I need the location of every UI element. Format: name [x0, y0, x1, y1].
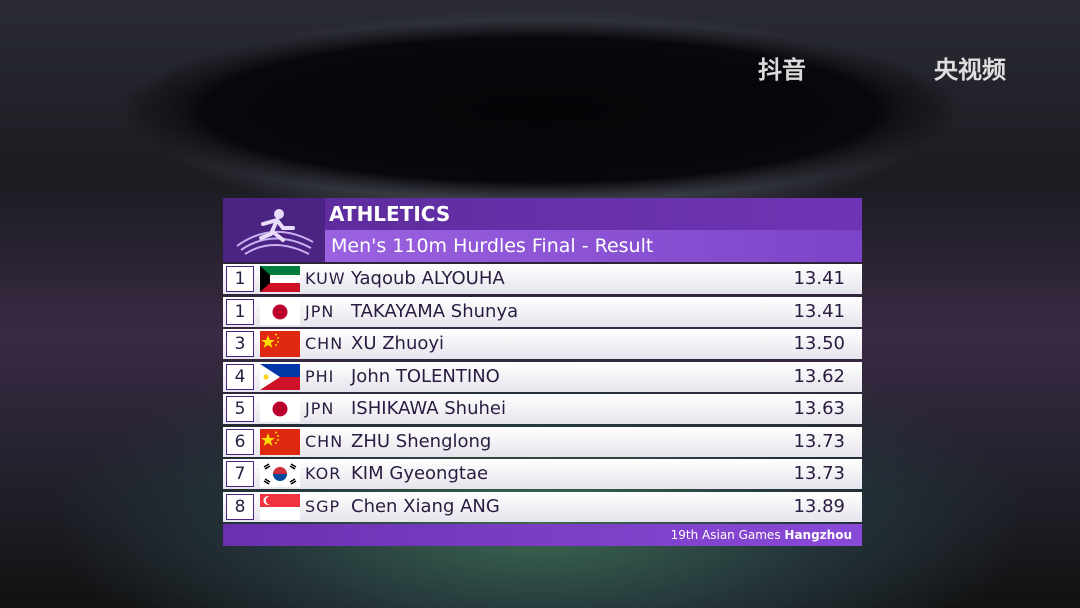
result-row: 6 CHN ZHU Shenglong 13.73: [223, 426, 862, 457]
result-row: 3 CHN XU Zhuoyi 13.50: [223, 329, 862, 359]
athlete-name: ZHU Shenglong: [351, 430, 492, 452]
country-code: PHI: [305, 366, 335, 386]
rank: 5: [226, 396, 254, 422]
result-time: 13.50: [793, 333, 845, 354]
athlete-name: Chen Xiang ANG: [351, 495, 500, 517]
result-row: 7 KOR KIM Gyeongtae 13.73: [223, 459, 862, 489]
result-time: 13.41: [793, 300, 845, 322]
athlete-name: XU Zhuoyi: [351, 333, 445, 354]
rank: 6: [226, 428, 254, 455]
footer: 19th Asian Games Hangzhou: [223, 524, 862, 546]
country-code: SGP: [305, 496, 341, 516]
athlete-name: TAKAYAMA Shunya: [351, 300, 519, 322]
result-time: 13.73: [793, 463, 845, 484]
sport-title: ATHLETICS: [329, 202, 451, 226]
result-time: 13.63: [793, 398, 845, 419]
watermark-channel: 央视频: [934, 56, 1006, 84]
flag: [260, 298, 300, 325]
result-time: 13.89: [793, 495, 845, 517]
logo-icon: [236, 209, 314, 255]
country-code: JPN: [305, 301, 335, 321]
country-code: CHN: [305, 334, 344, 353]
host-city: Hangzhou: [784, 528, 852, 542]
rank: 7: [226, 461, 254, 487]
result-time: 13.41: [793, 268, 845, 289]
athlete-name: Yaqoub ALYOUHA: [351, 268, 505, 289]
result-time: 13.62: [793, 365, 845, 387]
result-row: 1 KUW Yaqoub ALYOUHA 13.41: [223, 264, 862, 294]
rank: 3: [226, 331, 254, 357]
country-code: KOR: [305, 464, 342, 483]
result-row: 5 JPN ISHIKAWA Shuhei 13.63: [223, 394, 862, 424]
country-code: CHN: [305, 431, 344, 451]
flag: [260, 331, 300, 357]
result-row: 8 SGP Chen Xiang ANG 13.89: [223, 491, 862, 522]
result-time: 13.73: [793, 430, 845, 452]
watermark-app: 抖音: [758, 56, 806, 84]
athlete-name: ISHIKAWA Shuhei: [351, 398, 506, 419]
flag: [260, 396, 300, 422]
rank: 4: [226, 363, 254, 390]
rank: 8: [226, 493, 254, 520]
flag: [260, 428, 300, 455]
flag: [260, 461, 300, 487]
games-name: 19th Asian Games: [670, 528, 781, 542]
athlete-name: KIM Gyeongtae: [351, 463, 489, 484]
flag: [260, 266, 300, 292]
country-code: KUW: [305, 269, 346, 288]
rank: 1: [226, 298, 254, 325]
result-row: 1 JPN TAKAYAMA Shunya 13.41: [223, 296, 862, 327]
logo: [223, 198, 325, 262]
athlete-name: John TOLENTINO: [351, 365, 500, 387]
event-title: Men's 110m Hurdles Final - Result: [325, 230, 862, 262]
result-row: 4 PHI John TOLENTINO 13.62: [223, 361, 862, 392]
rank: 1: [226, 266, 254, 292]
flag: [260, 493, 300, 520]
flag: [260, 363, 300, 390]
country-code: JPN: [305, 399, 335, 418]
result-header: ATHLETICS Men's 110m Hurdles Final - Res…: [223, 198, 862, 262]
